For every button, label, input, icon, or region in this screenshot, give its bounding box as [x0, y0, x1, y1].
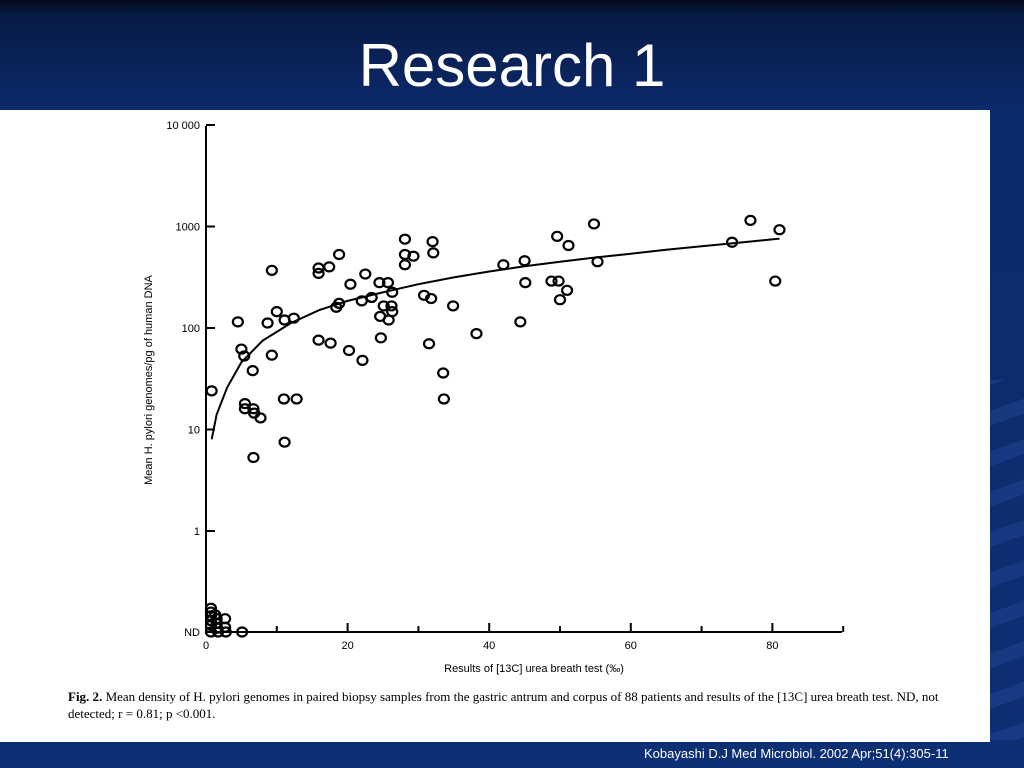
x-tick-label: 20: [341, 640, 353, 652]
nd-data-point: [219, 621, 232, 633]
y-tick-label: ND: [184, 627, 200, 639]
x-tick-label: 0: [203, 640, 209, 652]
data-point: [247, 451, 260, 464]
data-point: [385, 300, 398, 312]
data-point: [552, 275, 565, 287]
data-point: [323, 261, 336, 273]
data-point: [374, 332, 387, 344]
data-point: [365, 291, 378, 304]
data-point: [381, 277, 395, 289]
data-point: [377, 300, 390, 312]
data-point: [312, 267, 325, 280]
nd-data-point: [204, 619, 218, 631]
data-point: [355, 295, 368, 307]
x-axis-label: Results of [13C] urea breath test (‰): [444, 663, 624, 675]
data-point: [270, 306, 283, 318]
y-tick-label: 1000: [176, 222, 200, 234]
data-point: [427, 247, 440, 259]
data-point: [587, 218, 601, 230]
data-point: [386, 306, 399, 318]
data-point: [205, 385, 218, 397]
data-point: [553, 294, 567, 306]
data-point: [324, 337, 337, 349]
data-point: [560, 284, 574, 296]
x-tick-label: 80: [766, 640, 778, 652]
data-point: [519, 277, 532, 289]
data-point: [238, 403, 252, 415]
data-point: [278, 436, 291, 448]
data-point: [426, 235, 439, 248]
data-point: [238, 397, 252, 410]
data-point: [333, 248, 346, 261]
data-point: [514, 316, 527, 328]
data-point: [359, 268, 372, 280]
data-point: [356, 354, 369, 366]
data-point: [769, 275, 782, 287]
y-tick-label: 100: [182, 323, 200, 335]
data-point: [437, 393, 450, 405]
data-point: [265, 349, 278, 361]
data-point: [470, 328, 483, 340]
caption-text: Mean density of H. pylori genomes in pai…: [68, 689, 939, 721]
y-axis-label: Mean H. pylori genomes/pg of human DNA: [143, 274, 155, 484]
nd-data-point: [219, 626, 232, 638]
data-point: [235, 343, 248, 355]
data-point: [407, 250, 420, 262]
data-point: [773, 224, 786, 236]
data-point: [398, 248, 412, 261]
data-point: [254, 412, 267, 424]
caption-label: Fig. 2.: [68, 689, 103, 704]
data-point: [277, 393, 290, 405]
data-point: [425, 292, 438, 305]
nd-data-point: [236, 626, 249, 638]
data-point: [231, 316, 244, 328]
data-point: [344, 278, 357, 290]
x-tick-label: 40: [483, 640, 495, 652]
data-point: [398, 259, 412, 271]
data-point: [261, 317, 274, 329]
scatter-chart: ND 1 10 100 1000 10 000 0 20 40 60 80 Results of [1…: [143, 120, 845, 675]
y-tick-label: 10 000: [166, 120, 200, 132]
data-point: [562, 239, 575, 252]
data-point: [551, 230, 564, 242]
figure-caption: Fig. 2. Mean density of H. pylori genome…: [68, 688, 948, 722]
trend-curve: [210, 237, 780, 440]
data-point: [247, 403, 260, 415]
data-point: [373, 277, 386, 289]
slide-title: Research 1: [358, 32, 666, 99]
data-point: [398, 233, 412, 245]
y-tick-label: 10: [188, 425, 200, 437]
data-point: [265, 264, 278, 276]
data-point: [342, 344, 356, 357]
y-tick-label: 1: [194, 526, 200, 538]
data-point: [446, 300, 460, 312]
data-point: [422, 338, 436, 350]
figure-panel: ND 1 10 100 1000 10 000 0 20 40 60 80 Results of [1…: [0, 110, 990, 742]
data-point: [518, 255, 531, 267]
data-point: [246, 365, 259, 377]
x-tick-label: 60: [625, 640, 637, 652]
data-point: [744, 214, 757, 226]
data-point: [545, 275, 558, 287]
data-point: [497, 259, 510, 271]
data-point: [290, 393, 303, 405]
data-point: [333, 297, 346, 309]
data-point: [312, 334, 325, 346]
data-point: [437, 367, 450, 379]
citation-text: Kobayashi D.J Med Microbiol. 2002 Apr;51…: [644, 746, 949, 761]
